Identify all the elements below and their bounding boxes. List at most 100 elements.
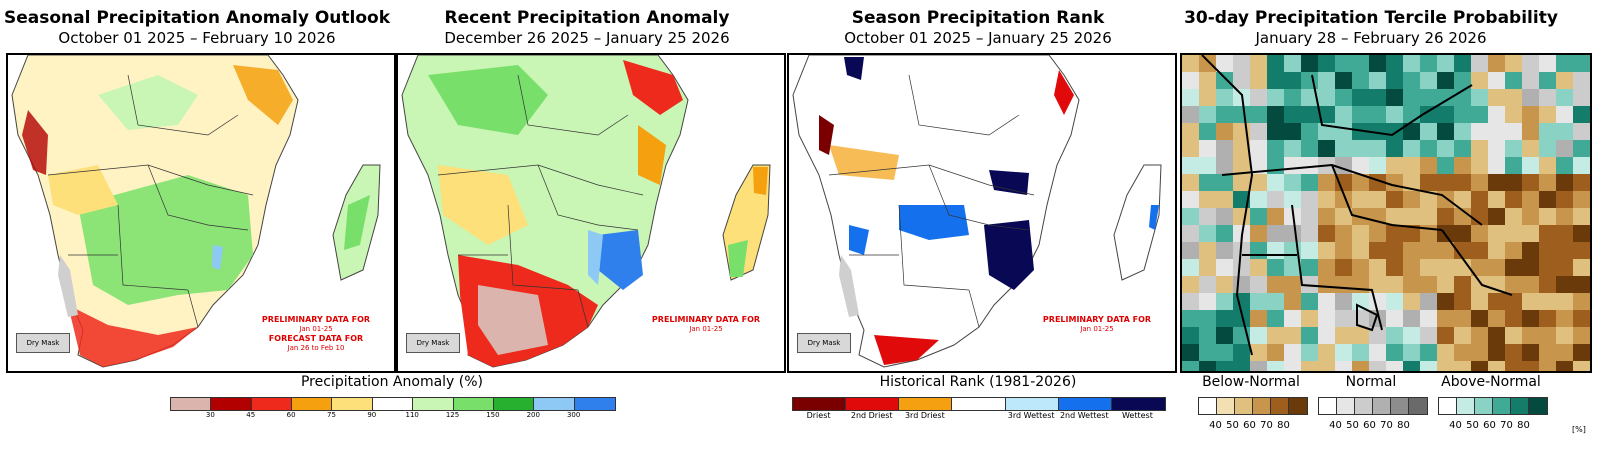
tercile-cell (1318, 55, 1335, 72)
tercile-cell (1216, 361, 1233, 371)
anomaly-tick-label: 110 (405, 411, 419, 419)
tercile-cell (1250, 327, 1267, 344)
tercile-cell (1267, 344, 1284, 361)
tercile-cell (1250, 89, 1267, 106)
tercile-cell (1556, 157, 1573, 174)
tercile-cell (1250, 55, 1267, 72)
tercile-cell (1437, 89, 1454, 106)
tercile-cell (1386, 191, 1403, 208)
tercile-group-label: Below-Normal (1202, 374, 1300, 390)
tercile-cell (1403, 225, 1420, 242)
tercile-cell (1556, 191, 1573, 208)
tercile-cell (1403, 55, 1420, 72)
tercile-cell (1250, 140, 1267, 157)
tercile-cell (1386, 293, 1403, 310)
tercile-cell (1199, 72, 1216, 89)
tercile-cell (1182, 344, 1199, 361)
dry-mask-region (839, 255, 859, 317)
tercile-cell (1573, 310, 1590, 327)
green-anomaly-region (98, 75, 198, 130)
tercile-cell (1369, 89, 1386, 106)
panel-4-title-text: 30-day Precipitation Tercile Probability (1184, 8, 1558, 28)
tercile-cell (1369, 55, 1386, 72)
tercile-cell (1250, 72, 1267, 89)
tercile-cell (1369, 123, 1386, 140)
tercile-cell (1539, 242, 1556, 259)
tercile-cell (1250, 191, 1267, 208)
tercile-cell (1233, 344, 1250, 361)
dry-rank-region (1054, 70, 1074, 115)
tercile-cell (1267, 225, 1284, 242)
country-borders (47, 74, 254, 328)
tercile-cell (1216, 55, 1233, 72)
tercile-cell (1250, 242, 1267, 259)
tercile-cell (1386, 242, 1403, 259)
tercile-cell (1573, 208, 1590, 225)
tercile-cell (1505, 157, 1522, 174)
tercile-cell (1284, 72, 1301, 89)
tercile-cell (1369, 106, 1386, 123)
tercile-cell (1471, 225, 1488, 242)
anomaly-tick-label: 300 (566, 411, 581, 419)
tercile-cell (1522, 55, 1539, 72)
tercile-swatch (1319, 398, 1337, 414)
tercile-cell (1454, 106, 1471, 123)
rank-swatch (1058, 398, 1112, 410)
tercile-cell (1471, 106, 1488, 123)
tercile-cell (1352, 259, 1369, 276)
tercile-cell (1403, 72, 1420, 89)
tercile-cell (1182, 310, 1199, 327)
tercile-cell (1335, 293, 1352, 310)
madagascar-wet (344, 195, 370, 250)
tercile-cell (1182, 157, 1199, 174)
tercile-cell (1471, 327, 1488, 344)
tercile-cell (1369, 140, 1386, 157)
tercile-cell (1301, 276, 1318, 293)
tercile-cell (1267, 259, 1284, 276)
tercile-cell (1250, 344, 1267, 361)
tercile-cell (1267, 89, 1284, 106)
anomaly-swatch (413, 398, 454, 410)
tercile-cell (1437, 242, 1454, 259)
tercile-cell (1352, 55, 1369, 72)
dry-anomaly-region (638, 125, 666, 185)
country-borders (828, 74, 1035, 328)
tercile-cell (1301, 310, 1318, 327)
tercile-cell (1522, 259, 1539, 276)
tercile-cell (1454, 310, 1471, 327)
tercile-cell (1267, 174, 1284, 191)
tercile-swatch (1289, 398, 1307, 414)
tercile-cell (1573, 344, 1590, 361)
tercile-cell (1216, 276, 1233, 293)
tercile-cell (1335, 55, 1352, 72)
tercile-cells (1182, 55, 1590, 371)
tercile-cell (1454, 242, 1471, 259)
tercile-cell (1522, 157, 1539, 174)
anomaly-tick-label: 150 (486, 411, 500, 419)
tercile-cell (1573, 293, 1590, 310)
madagascar-wet (1149, 205, 1159, 230)
tercile-cell (1556, 310, 1573, 327)
tercile-cell (1182, 106, 1199, 123)
tercile-cell (1284, 106, 1301, 123)
tercile-cell (1199, 55, 1216, 72)
tercile-cell (1573, 140, 1590, 157)
tercile-cell (1539, 259, 1556, 276)
tercile-group-label: Above-Normal (1441, 374, 1541, 390)
tercile-cell (1539, 174, 1556, 191)
tercile-swatch (1511, 398, 1529, 414)
tercile-cell (1505, 106, 1522, 123)
anomaly-legend-title: Precipitation Anomaly (%) (300, 374, 484, 390)
panel-4-title: 30-day Precipitation Tercile Probability… (1176, 8, 1566, 48)
anomaly-tick-label: 75 (326, 411, 336, 419)
tercile-cell (1488, 174, 1505, 191)
tercile-cell (1437, 293, 1454, 310)
tercile-swatch (1355, 398, 1373, 414)
forecast-dates: Jan 26 to Feb 10 (287, 344, 345, 352)
preliminary-dates: Jan 01-25 (689, 325, 723, 333)
tercile-cell (1573, 55, 1590, 72)
dry-anomaly-region (22, 110, 48, 175)
tercile-cell (1437, 157, 1454, 174)
tercile-cell (1369, 293, 1386, 310)
tercile-cell (1284, 225, 1301, 242)
